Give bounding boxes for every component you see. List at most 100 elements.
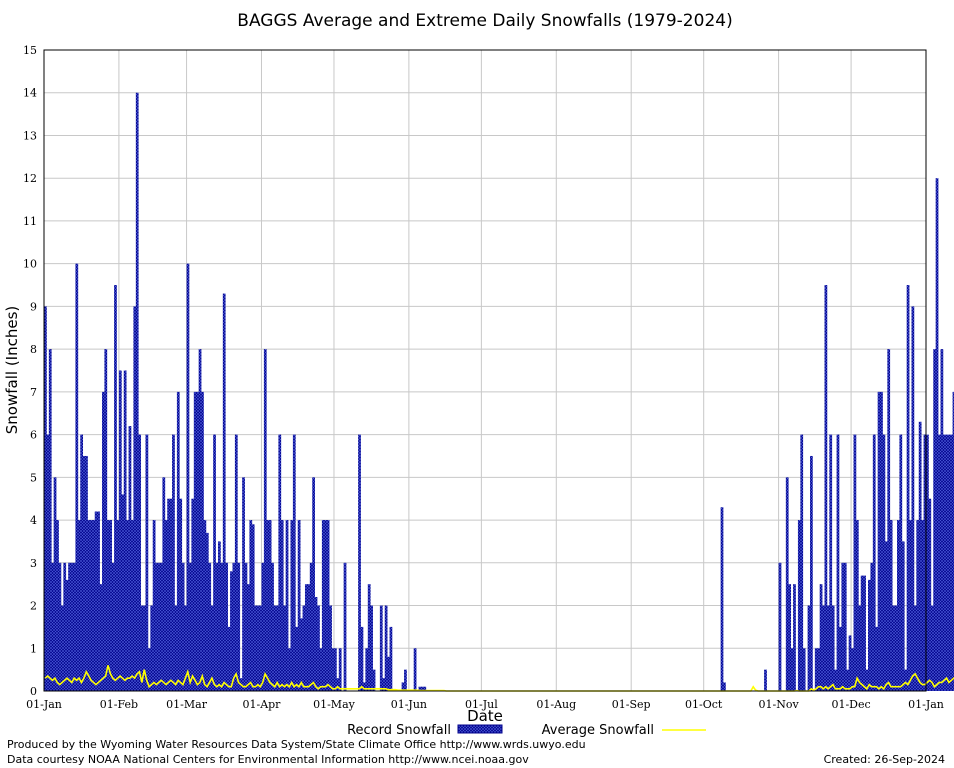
record-bar	[188, 562, 192, 691]
record-bar	[788, 584, 792, 691]
record-bar	[234, 434, 238, 691]
record-bar	[404, 669, 407, 691]
record-bar	[101, 391, 105, 691]
record-bar	[186, 263, 190, 691]
record-bar	[362, 682, 366, 691]
record-bar	[343, 562, 347, 691]
record-bar	[365, 648, 369, 691]
record-bar	[208, 562, 212, 691]
record-bar	[870, 562, 874, 691]
footer-produced-by: Produced by the Wyoming Water Resources …	[7, 738, 586, 751]
record-bar	[152, 520, 156, 691]
y-tick-label: 4	[30, 514, 37, 527]
record-bar	[261, 562, 265, 691]
record-bar	[923, 434, 927, 691]
y-tick-label: 8	[30, 343, 37, 356]
record-bar	[77, 520, 81, 691]
record-bar	[150, 605, 154, 691]
record-bar	[887, 349, 891, 691]
record-bar	[176, 391, 180, 691]
record-bar	[897, 520, 900, 691]
record-bar	[848, 635, 852, 691]
record-bar	[254, 605, 257, 691]
record-bar	[370, 605, 373, 691]
record-bar	[292, 434, 296, 691]
record-bar	[222, 293, 226, 691]
record-bar	[128, 426, 132, 691]
record-bar	[157, 562, 161, 691]
record-bar	[104, 349, 108, 691]
record-bar	[203, 520, 207, 691]
record-bar	[118, 370, 122, 691]
record-bar	[785, 477, 789, 691]
record-bar	[135, 92, 139, 691]
record-bar	[336, 678, 340, 691]
record-bar	[251, 524, 255, 691]
record-bar	[106, 520, 110, 691]
record-bar	[423, 686, 427, 691]
record-bar	[338, 648, 342, 691]
x-tick-label: 01-Sep	[612, 698, 651, 711]
record-bar	[863, 575, 866, 691]
record-bar	[53, 477, 57, 691]
record-bar	[138, 434, 142, 691]
record-bar	[894, 605, 898, 691]
record-bar	[60, 605, 64, 691]
record-bar	[872, 434, 876, 691]
x-tick-label: 01-Mar	[166, 698, 208, 711]
record-bar	[198, 349, 202, 691]
record-bar	[87, 520, 91, 691]
record-bar	[230, 571, 233, 691]
record-bar	[126, 520, 129, 691]
record-bar	[246, 584, 250, 691]
record-bar	[167, 498, 171, 691]
record-bar	[242, 477, 245, 691]
record-bar	[358, 434, 361, 691]
record-bar	[290, 520, 294, 691]
record-bar	[123, 370, 127, 691]
y-tick-label: 7	[30, 386, 37, 399]
record-bar	[800, 434, 804, 691]
record-bar	[826, 605, 830, 691]
record-bar	[116, 520, 120, 691]
record-bar	[181, 562, 185, 691]
record-bar	[372, 669, 376, 691]
record-bar	[179, 498, 183, 691]
record-bar	[297, 520, 301, 691]
record-bar	[266, 520, 270, 691]
record-bar	[172, 434, 175, 691]
record-bar	[164, 520, 168, 691]
record-bar	[184, 605, 187, 691]
x-axis-label: Date	[467, 707, 503, 725]
record-bar	[256, 605, 260, 691]
record-bar	[367, 584, 371, 691]
record-bar	[853, 434, 857, 691]
record-bar	[145, 434, 149, 691]
record-bar	[790, 648, 794, 691]
record-bar	[58, 562, 62, 691]
record-bar	[889, 520, 893, 691]
record-bar	[858, 605, 862, 691]
record-bar	[155, 562, 158, 691]
record-bar	[249, 520, 253, 691]
record-bar	[317, 605, 320, 691]
record-bar	[65, 579, 69, 691]
record-bar	[855, 520, 859, 691]
record-bar	[834, 669, 837, 691]
footer-created: Created: 26-Sep-2024	[823, 753, 945, 766]
record-bar	[875, 626, 879, 691]
record-bar	[899, 434, 903, 691]
record-bar	[418, 686, 422, 691]
record-bar	[232, 562, 236, 691]
record-bar	[843, 562, 847, 691]
record-bar	[191, 498, 195, 691]
record-bar	[259, 605, 262, 691]
record-bar	[942, 434, 946, 691]
record-bar	[143, 605, 146, 691]
record-bar	[82, 455, 86, 691]
record-bar	[950, 434, 953, 691]
record-bar	[273, 605, 277, 691]
record-bar	[928, 498, 932, 691]
record-bar	[147, 648, 151, 691]
